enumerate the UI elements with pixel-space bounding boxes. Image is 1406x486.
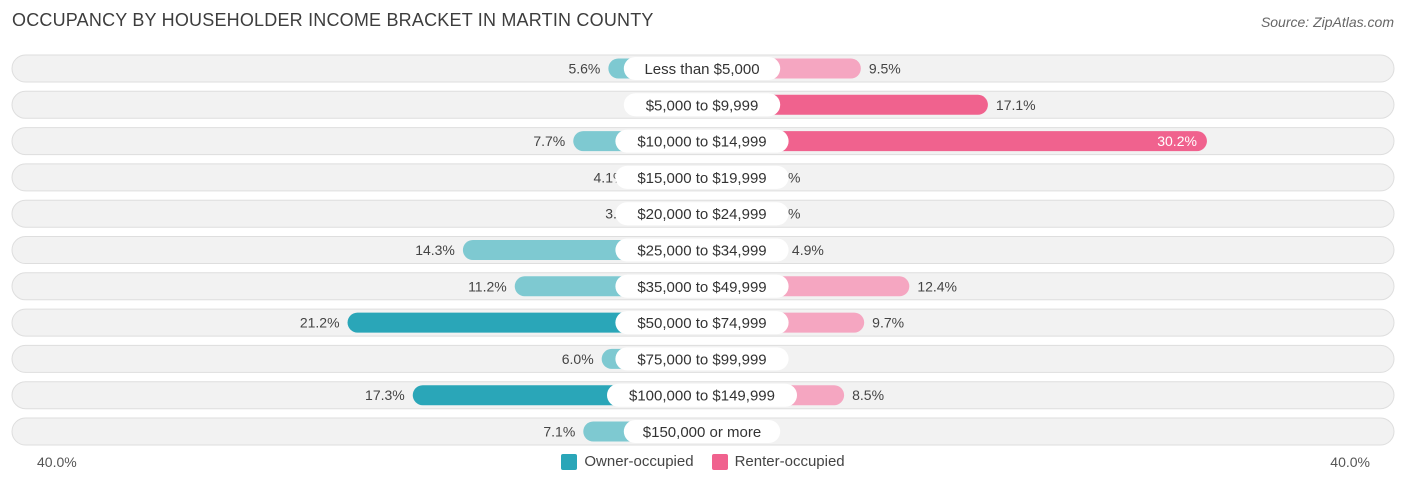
value-label-owner: 11.2% [468,278,507,294]
chart-row: 14.3% 4.9% $25,000 to $34,999 [11,236,1395,264]
legend-label-renter: Renter-occupied [734,453,845,470]
category-label: $35,000 to $49,999 [637,279,766,296]
chart-row: 7.7% 30.2% $10,000 to $14,999 [11,127,1395,156]
chart-row: 2.2%17.1%$5,000 to $9,999 [11,90,1395,119]
category-label: $150,000 or more [643,424,761,441]
legend-swatch-renter [711,453,728,470]
axis-right-label: 40.0% [1330,454,1370,470]
category-pill [615,238,789,262]
chart-row: 17.3% 8.5% $100,000 to $149,999 [11,381,1395,410]
value-label-renter: 17.1% [996,97,1036,113]
value-label-owner: 21.2% [300,315,340,331]
category-pill [615,311,789,335]
chart-row: 6.0%0.63%$75,000 to $99,999 [11,344,1395,373]
chart-source: Source: ZipAtlas.com [1260,14,1394,30]
category-pill [615,202,789,226]
value-label-renter: 30.2% [1157,133,1197,149]
chart-row: 11.2% 12.4% $35,000 to $49,999 [11,272,1395,301]
category-pill [623,93,781,117]
value-label-owner: 17.3% [365,387,405,403]
category-pill [623,420,781,443]
category-label: $5,000 to $9,999 [646,97,759,114]
category-pill [607,383,797,407]
value-label-renter: 12.4% [917,278,957,294]
category-pill [615,165,789,189]
legend-item-renter: Renter-occupied [711,453,845,470]
chart-row: 4.1%3.5%$15,000 to $19,999 [11,163,1395,192]
chart-title: OCCUPANCY BY HOUSEHOLDER INCOME BRACKET … [12,10,654,30]
bar-renter-occupied [692,131,1207,152]
category-label: $25,000 to $34,999 [637,243,766,260]
category-pill [623,57,781,80]
value-label-owner: 14.3% [415,242,455,258]
value-label-renter: 4.9% [792,242,824,258]
legend: Owner-occupied Renter-occupied [0,453,1406,470]
value-label-renter: 9.5% [869,61,901,77]
chart-row: 3.4%3.5%$20,000 to $24,999 [11,199,1395,228]
category-label: $10,000 to $14,999 [637,134,766,151]
legend-item-owner: Owner-occupied [561,453,694,470]
legend-swatch-owner [561,453,578,470]
value-label-owner: 7.7% [533,133,565,149]
chart-row: 21.2% 9.7% $50,000 to $74,999 [11,308,1395,337]
value-label-renter: 8.5% [852,387,884,403]
category-label: $75,000 to $99,999 [637,351,766,368]
value-label-owner: 7.1% [543,424,575,440]
category-pill [615,129,789,153]
category-label: $100,000 to $149,999 [629,388,775,405]
category-pill [615,347,789,371]
legend-label-owner: Owner-occupied [584,453,694,470]
category-label: $20,000 to $24,999 [637,206,766,223]
category-label: Less than $5,000 [644,61,759,78]
value-label-owner: 5.6% [568,61,600,77]
chart-row: 5.6% 9.5% Less than $5,000 [11,54,1395,83]
category-pill [615,274,789,298]
axis-left-label: 40.0% [37,454,77,470]
value-label-renter: 9.7% [872,315,904,331]
value-label-owner: 6.0% [562,351,594,367]
chart-row: 7.1%0.0%$150,000 or more [11,417,1395,446]
category-label: $50,000 to $74,999 [637,315,766,332]
category-label: $15,000 to $19,999 [637,170,766,187]
